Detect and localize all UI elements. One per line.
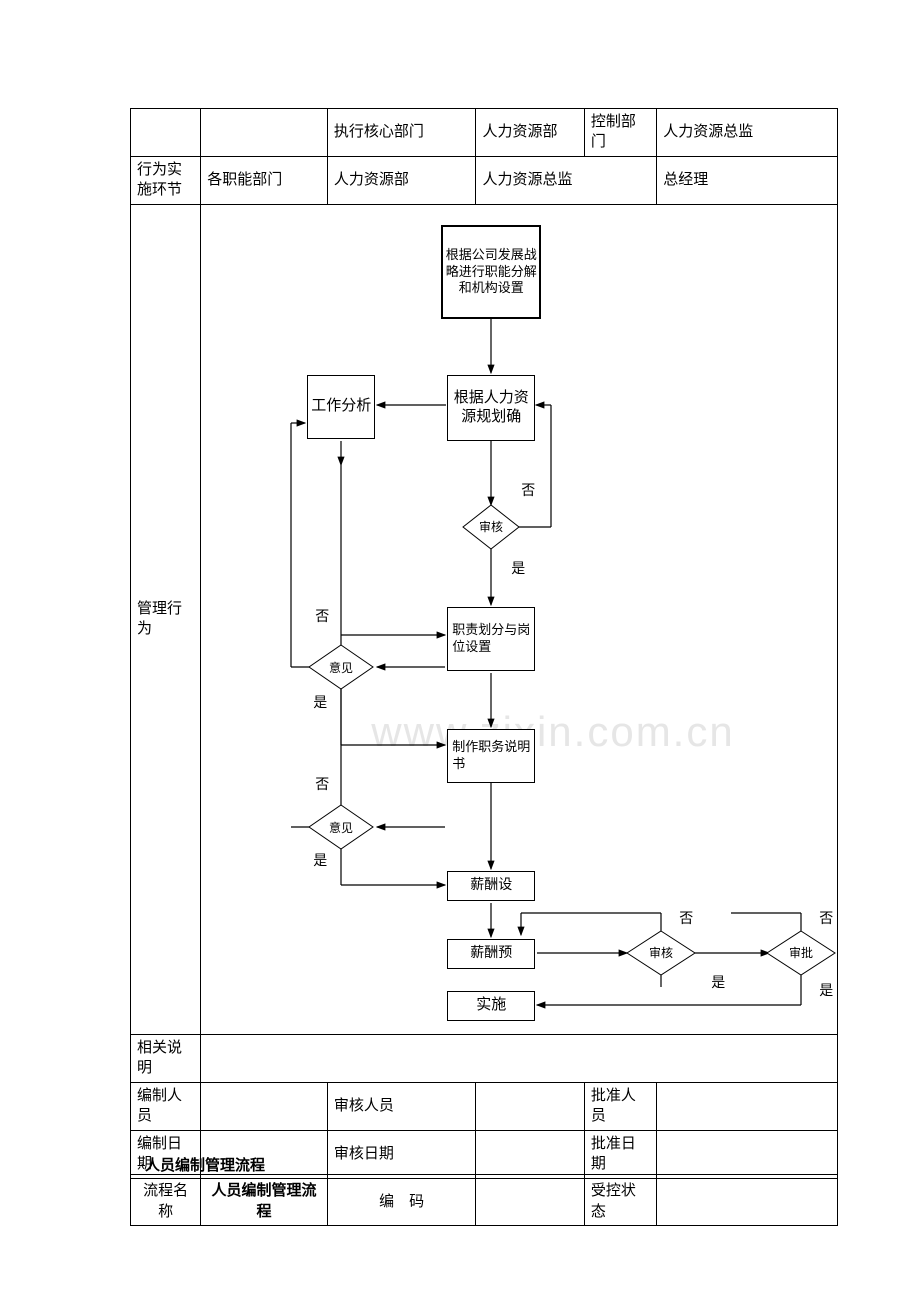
lane-c2: 人力资源部: [327, 157, 476, 205]
hdr-c2: [201, 109, 328, 157]
s2-c2a: 编 码: [327, 1175, 476, 1226]
flow-row: 管理行为 www.zixin.com.cn: [131, 205, 838, 1035]
lbl-d4-yes: 是: [711, 975, 725, 993]
f2c-v: [657, 1083, 838, 1131]
node-n2: 工作分析: [307, 375, 375, 439]
hdr-c3: 执行核心部门: [327, 109, 476, 157]
flowchart-cell: www.zixin.com.cn 审核: [201, 205, 838, 1035]
lbl-d4-no: 否: [679, 911, 693, 929]
lane-label: 行为实施环节: [131, 157, 201, 205]
lbl-d5-yes: 是: [819, 983, 833, 1001]
lbl-d1-no: 否: [521, 483, 535, 501]
node-n1: 根据公司发展战略进行职能分解和机构设置: [441, 225, 541, 319]
f2b: 审核人员: [327, 1083, 476, 1131]
section2-title: ·人员编制管理流程: [140, 1154, 265, 1175]
s2-c2b: [476, 1175, 584, 1226]
f3b-v: [476, 1131, 584, 1179]
f2b-v: [476, 1083, 584, 1131]
main-table: 执行核心部门 人力资源部 控制部门 人力资源总监 行为实施环节 各职能部门 人力…: [130, 108, 838, 1179]
hdr-c4: 人力资源部: [476, 109, 584, 157]
node-n7: 薪酬预: [447, 939, 535, 969]
lbl-d3-yes: 是: [313, 853, 327, 871]
header-row: 执行核心部门 人力资源部 控制部门 人力资源总监: [131, 109, 838, 157]
svg-text:审核: 审核: [649, 945, 673, 960]
hdr-c5: 控制部门: [584, 109, 656, 157]
svg-text:审批: 审批: [789, 945, 813, 960]
node-n6: 薪酬设: [447, 871, 535, 901]
f3c: 批准日期: [584, 1131, 656, 1179]
lbl-d2-yes: 是: [313, 695, 327, 713]
f2c: 批准人员: [584, 1083, 656, 1131]
f1-val: [201, 1035, 838, 1083]
s2-row: 流程名称 人员编制管理流程 编 码 受控状态: [131, 1175, 838, 1226]
footer-r1: 相关说明: [131, 1035, 838, 1083]
svg-text:意见: 意见: [329, 820, 353, 835]
lbl-d5-no: 否: [819, 911, 833, 929]
section2-table: 流程名称 人员编制管理流程 编 码 受控状态: [130, 1174, 838, 1226]
lane-c4: 总经理: [657, 157, 838, 205]
lbl-d3-no: 否: [315, 777, 329, 795]
svg-text:意见: 意见: [329, 660, 353, 675]
node-n8: 实施: [447, 991, 535, 1021]
f2a-v: [201, 1083, 328, 1131]
footer-r2: 编制人员 审核人员 批准人员: [131, 1083, 838, 1131]
s2-c3a: 受控状态: [584, 1175, 656, 1226]
s2-c1a: 流程名称: [131, 1175, 201, 1226]
f1-label: 相关说明: [131, 1035, 201, 1083]
s2-c1b: 人员编制管理流程: [201, 1175, 328, 1226]
node-n3: 根据人力资源规划确: [447, 375, 535, 441]
hdr-c1: [131, 109, 201, 157]
lane-c1: 各职能部门: [201, 157, 328, 205]
f2a: 编制人员: [131, 1083, 201, 1131]
page: 执行核心部门 人力资源部 控制部门 人力资源总监 行为实施环节 各职能部门 人力…: [0, 0, 920, 1302]
s2-c3b: [657, 1175, 838, 1226]
f3c-v: [657, 1131, 838, 1179]
node-n4: 职责划分与岗位设置: [447, 607, 535, 671]
hdr-c6: 人力资源总监: [657, 109, 838, 157]
lane-c3: 人力资源总监: [476, 157, 657, 205]
lbl-d2-no: 否: [315, 609, 329, 627]
flow-left-label: 管理行为: [131, 205, 201, 1035]
lbl-d1-yes: 是: [511, 561, 525, 579]
f3b: 审核日期: [327, 1131, 476, 1179]
node-n5: 制作职务说明书: [447, 729, 535, 783]
d1-text: 审核: [479, 519, 503, 534]
lane-row: 行为实施环节 各职能部门 人力资源部 人力资源总监 总经理: [131, 157, 838, 205]
